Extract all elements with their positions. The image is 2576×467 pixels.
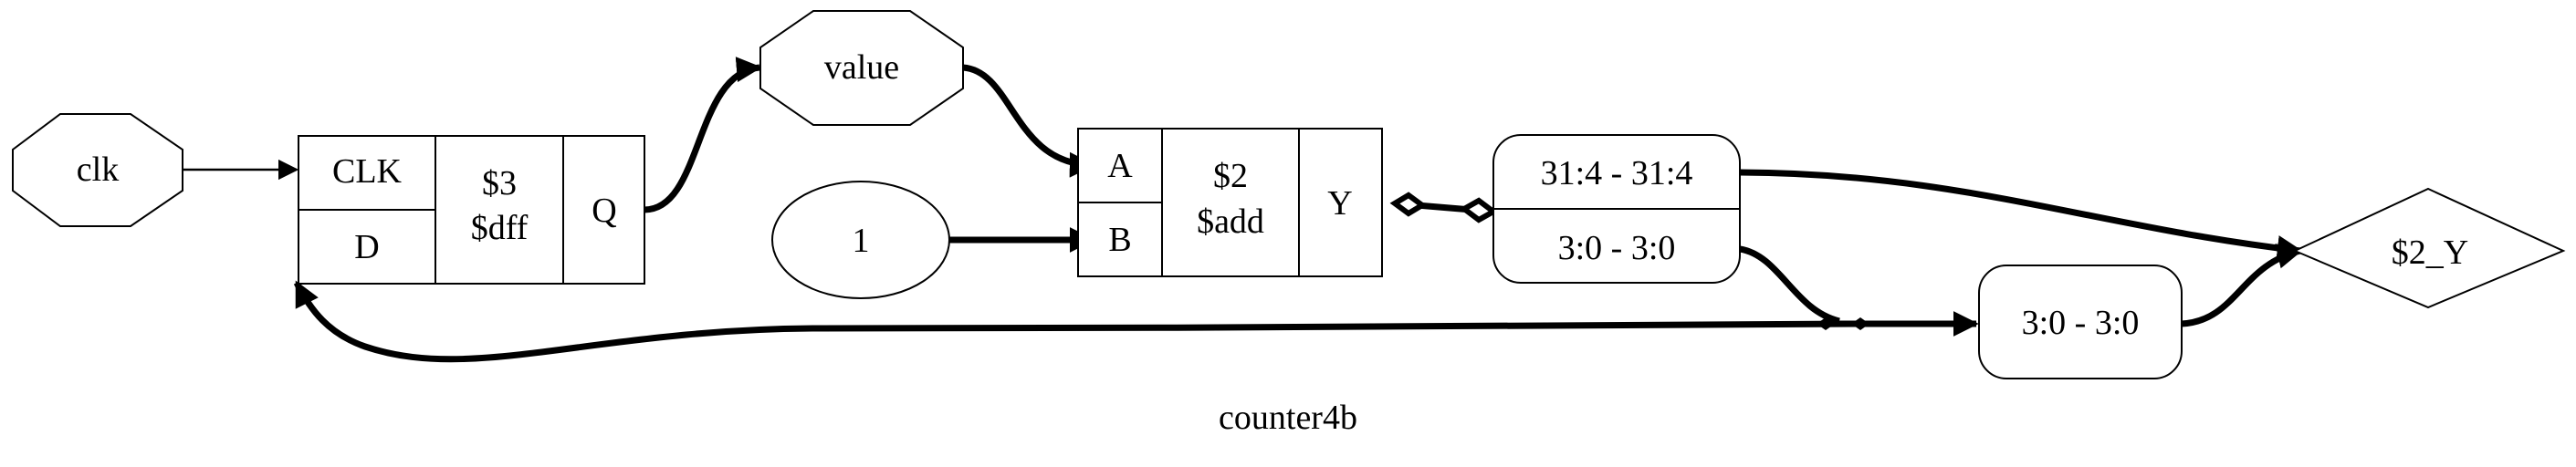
dff-d-port-label: D xyxy=(354,228,379,266)
diagram-title: counter4b xyxy=(1219,399,1357,437)
edge-split-lower-to-slice xyxy=(1739,245,1840,325)
slice-node: 3:0 - 3:0 xyxy=(1978,265,2183,379)
split-lower-label: 3:0 - 3:0 xyxy=(1558,229,1676,267)
const-node: 1 xyxy=(771,181,950,299)
dff-cell: CLK D $3 $dff Q xyxy=(298,135,645,285)
add-y-port-label: Y xyxy=(1327,184,1352,223)
dff-clk-port-label: CLK xyxy=(332,152,403,191)
dff-q-port-label: Q xyxy=(592,192,616,230)
slice-label: 3:0 - 3:0 xyxy=(2022,304,2140,342)
edge-q-to-value xyxy=(644,57,762,213)
split-node: 31:4 - 31:4 3:0 - 3:0 xyxy=(1492,134,1741,284)
edge-feedback-to-d xyxy=(293,280,1863,363)
junction-dot-2 xyxy=(1851,317,1869,330)
edge-value-to-a xyxy=(962,64,1095,178)
output-port: $2_Y xyxy=(2292,187,2566,309)
y-diamond xyxy=(1389,192,1428,217)
dff-type-label: $dff xyxy=(471,209,529,247)
split-diamond xyxy=(1459,197,1499,223)
add-b-port-label: B xyxy=(1108,221,1131,259)
const-label: 1 xyxy=(853,222,870,260)
dff-id-label: $3 xyxy=(482,164,517,202)
split-upper-label: 31:4 - 31:4 xyxy=(1541,154,1693,192)
add-id-label: $2 xyxy=(1213,157,1248,195)
edge-split-upper-to-out xyxy=(1739,169,2303,261)
add-cell: A B $2 $add Y xyxy=(1077,128,1383,277)
value-port: value xyxy=(759,10,964,126)
clk-port: clk xyxy=(12,113,183,227)
value-port-label: value xyxy=(824,48,899,87)
add-type-label: $add xyxy=(1197,202,1264,241)
junction-dot-1 xyxy=(1817,317,1835,330)
output-port-label: $2_Y xyxy=(2392,234,2468,272)
clk-port-label: clk xyxy=(77,150,119,189)
edge-slice-to-out xyxy=(2181,244,2303,327)
add-a-port-label: A xyxy=(1107,147,1133,185)
